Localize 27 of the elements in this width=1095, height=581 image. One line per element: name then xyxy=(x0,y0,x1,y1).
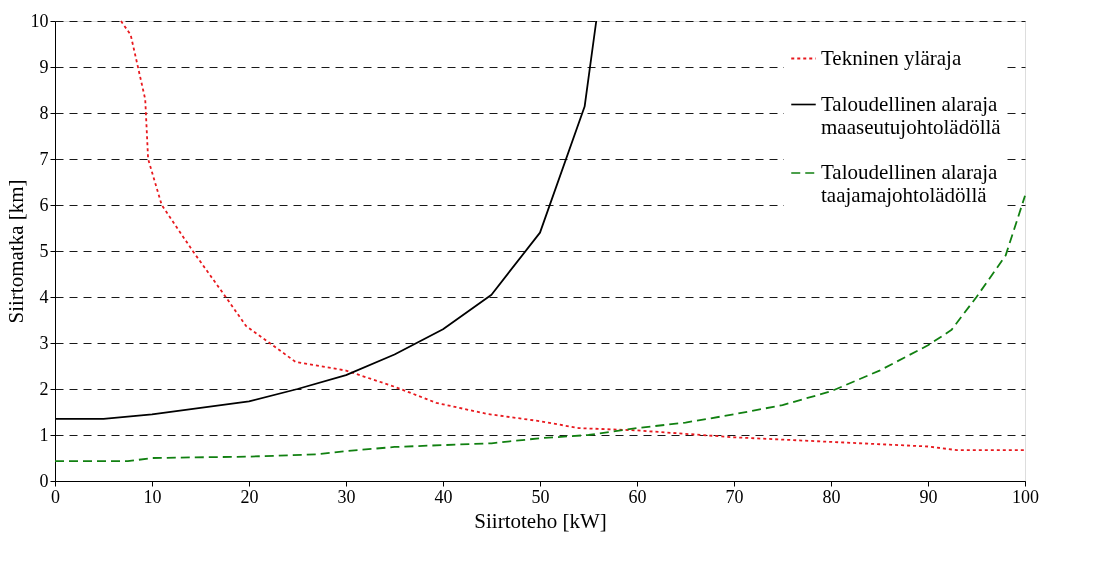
x-tick-label: 90 xyxy=(919,486,938,507)
y-tick-label: 5 xyxy=(39,240,49,261)
x-tick-label: 60 xyxy=(628,486,647,507)
y-tick-label: 6 xyxy=(39,194,49,215)
y-tick-label: 1 xyxy=(39,424,49,445)
x-tick-label: 50 xyxy=(531,486,550,507)
legend-label: Taloudellinen alaraja taajamajohtolädöllä xyxy=(821,160,999,207)
x-tick-label: 10 xyxy=(143,486,162,507)
y-tick-label: 2 xyxy=(39,378,49,399)
x-axis-title: Siirtoteho [kW] xyxy=(474,508,607,533)
x-tick-label: 40 xyxy=(434,486,453,507)
x-tick-label: 80 xyxy=(822,486,841,507)
line-series xyxy=(120,20,1026,452)
y-tick-label: 0 xyxy=(39,470,49,491)
x-tick-label: 30 xyxy=(337,486,356,507)
y-tick-label: 3 xyxy=(39,332,49,353)
y-tick-label: 10 xyxy=(30,10,49,31)
y-tick-label: 7 xyxy=(39,148,49,169)
y-axis-title: Siirtomatka [km] xyxy=(3,179,28,324)
x-tick-label: 70 xyxy=(725,486,744,507)
x-tick-label: 20 xyxy=(240,486,259,507)
y-tick-label: 4 xyxy=(39,286,49,307)
x-tick-label: 100 xyxy=(1012,486,1039,507)
y-tick-label: 9 xyxy=(39,56,49,77)
legend-label: Tekninen yläraja xyxy=(821,45,962,70)
y-tick-label: 8 xyxy=(39,102,49,123)
legend-label: Taloudellinen alaraja maaseutujohtolädöllä xyxy=(821,91,1002,139)
